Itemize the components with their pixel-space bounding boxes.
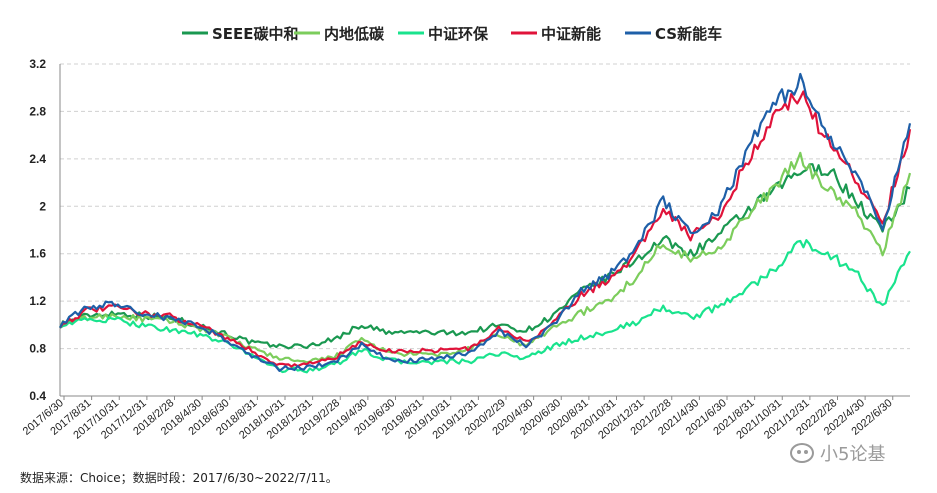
legend-label: 中证环保 <box>428 25 489 43</box>
y-tick-label: 1.6 <box>29 247 46 261</box>
y-tick-label: 0.4 <box>29 389 46 403</box>
y-tick-label: 2 <box>39 199 46 213</box>
watermark-text: 小5论基 <box>820 444 886 465</box>
y-tick-label: 0.8 <box>29 342 46 356</box>
chart-grid <box>60 63 910 397</box>
legend-label: SEEE碳中和 <box>212 25 299 43</box>
y-tick-label: 1.2 <box>29 294 46 308</box>
y-axis: 0.4 0.8 1.2 1.6 2 2.4 2.8 3.2 <box>29 57 61 403</box>
series-line <box>59 239 911 374</box>
plot-area <box>58 72 912 374</box>
series-line <box>59 90 912 368</box>
legend-label: 中证新能 <box>541 25 601 43</box>
y-tick-label: 3.2 <box>29 57 46 71</box>
chart-legend: SEEE碳中和 内地低碳 中证环保 中证新能 CS新能车 <box>182 25 722 43</box>
wechat-icon <box>790 443 814 463</box>
x-axis: 2017/6/302017/8/312017/10/312017/12/3120… <box>21 395 910 442</box>
y-tick-label: 2.8 <box>29 104 46 118</box>
legend-label: 内地低碳 <box>324 25 385 43</box>
series-line <box>59 72 912 372</box>
watermark: 小5论基 <box>790 440 885 466</box>
y-tick-label: 2.4 <box>29 152 46 166</box>
legend-label: CS新能车 <box>655 25 722 43</box>
source-note: 数据来源：Choice；数据时段：2017/6/30~2022/7/11。 <box>20 471 338 485</box>
